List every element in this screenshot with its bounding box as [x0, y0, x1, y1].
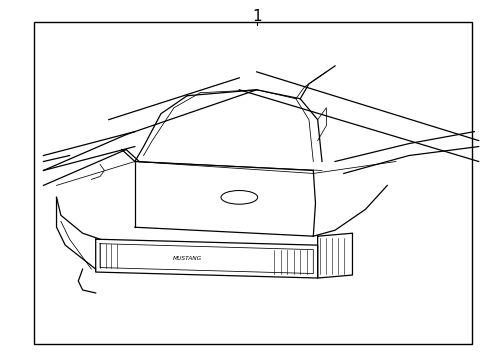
Text: 1: 1 [251, 9, 261, 24]
Text: MUSTANG: MUSTANG [172, 256, 201, 261]
Bar [34, 22, 471, 344]
